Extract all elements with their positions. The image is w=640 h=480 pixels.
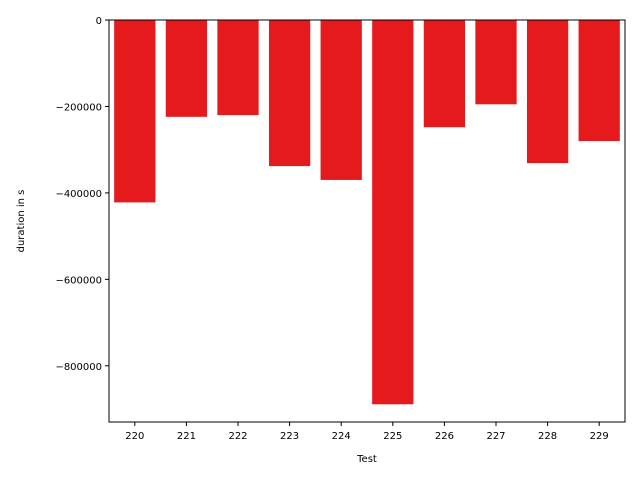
bars-layer [114,20,620,405]
x-tick-label: 220 [125,431,144,442]
y-ticks-layer: 0 −200000 −400000 −600000 −800000 [55,16,109,373]
bar-228 [526,20,569,164]
bar-225 [372,20,414,405]
bar-223 [268,20,311,167]
bar-226 [423,20,466,128]
x-tick-label: 222 [228,431,247,442]
bar-224 [320,20,362,180]
x-tick-label: 228 [538,431,557,442]
bar-229 [578,20,620,142]
y-tick-label: −400000 [55,189,102,200]
x-tick-label: 226 [435,431,454,442]
x-tick-label: 223 [280,431,299,442]
plot-frame [108,19,626,423]
x-axis-label: Test [356,454,377,465]
y-tick-label: 0 [96,16,102,27]
x-tick-label: 225 [383,431,402,442]
y-tick-label: −800000 [55,362,102,373]
bar-220 [114,20,156,203]
x-tick-label: 229 [590,431,609,442]
bar-222 [217,20,259,116]
x-ticks-layer: 220 221 222 223 224 225 226 227 228 229 [125,422,609,442]
x-tick-label: 227 [486,431,505,442]
y-axis-label: duration in s [16,190,27,253]
y-tick-label: −200000 [55,102,102,113]
x-tick-label: 221 [177,431,196,442]
y-tick-label: −600000 [55,275,102,286]
bar-221 [165,20,208,117]
x-tick-label: 224 [332,431,351,442]
bar-227 [475,20,517,105]
